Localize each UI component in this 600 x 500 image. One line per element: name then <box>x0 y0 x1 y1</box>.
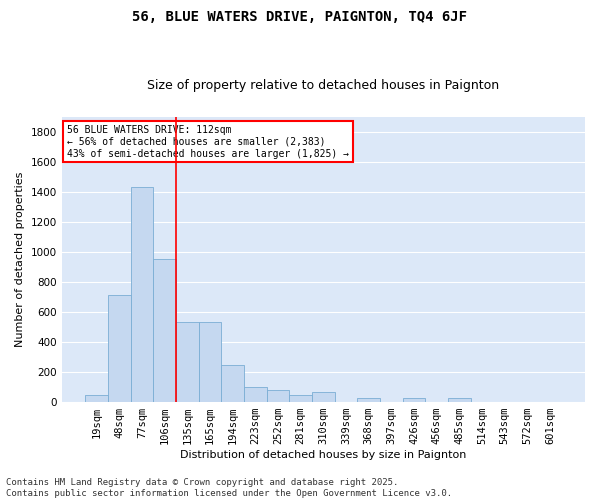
Bar <box>199 322 221 402</box>
Bar <box>403 398 425 402</box>
Bar <box>85 394 108 402</box>
Y-axis label: Number of detached properties: Number of detached properties <box>15 172 25 347</box>
Bar <box>289 394 312 402</box>
Bar <box>358 398 380 402</box>
Text: Contains HM Land Registry data © Crown copyright and database right 2025.
Contai: Contains HM Land Registry data © Crown c… <box>6 478 452 498</box>
Bar <box>312 392 335 402</box>
Bar <box>448 398 470 402</box>
Bar <box>244 387 266 402</box>
Bar <box>108 296 131 402</box>
Bar <box>131 188 154 402</box>
Bar <box>176 322 199 402</box>
Text: 56 BLUE WATERS DRIVE: 112sqm
← 56% of detached houses are smaller (2,383)
43% of: 56 BLUE WATERS DRIVE: 112sqm ← 56% of de… <box>67 126 349 158</box>
Bar <box>154 260 176 402</box>
X-axis label: Distribution of detached houses by size in Paignton: Distribution of detached houses by size … <box>180 450 467 460</box>
Title: Size of property relative to detached houses in Paignton: Size of property relative to detached ho… <box>147 79 499 92</box>
Text: 56, BLUE WATERS DRIVE, PAIGNTON, TQ4 6JF: 56, BLUE WATERS DRIVE, PAIGNTON, TQ4 6JF <box>133 10 467 24</box>
Bar <box>221 364 244 402</box>
Bar <box>266 390 289 402</box>
